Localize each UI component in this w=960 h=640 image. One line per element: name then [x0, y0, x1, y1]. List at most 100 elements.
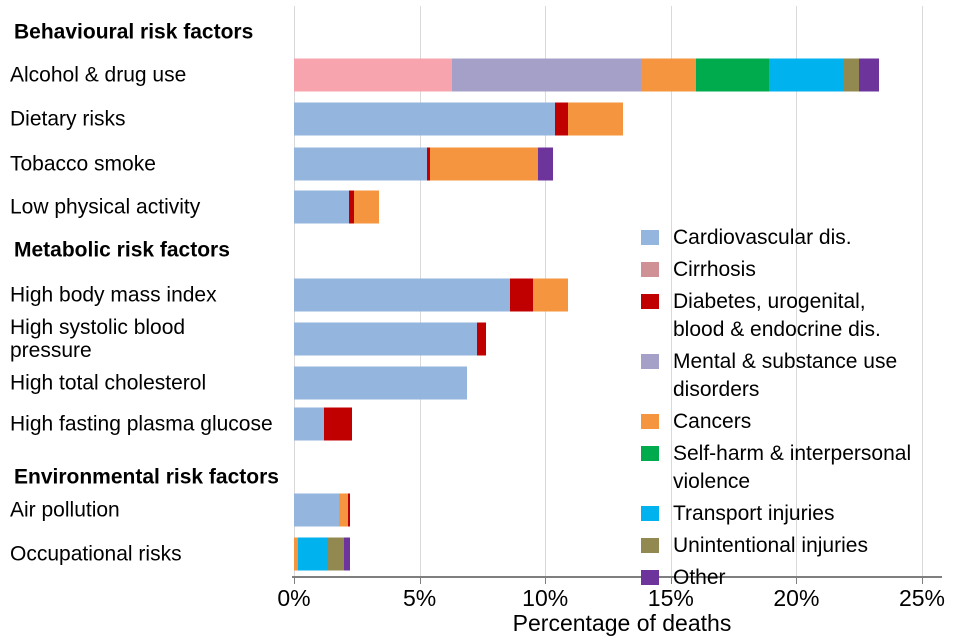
legend-label-other: Other: [673, 566, 726, 589]
legend-swatch-icon-unintentional: [641, 538, 659, 553]
segment-alcohol-drug-use-selfharm: [695, 58, 769, 91]
segment-high-body-mass-index-cancers: [532, 278, 568, 311]
legend-swatch-icon-cvd: [641, 230, 659, 245]
bar-low-physical-activity: [294, 190, 380, 223]
x-tick-label-5: 5%: [402, 585, 437, 611]
legend-label-transport: Transport injuries: [673, 502, 835, 525]
segment-tobacco-smoke-cvd: [294, 147, 428, 180]
segment-alcohol-drug-use-other: [859, 58, 880, 91]
segment-occupational-risks-unintentional: [327, 537, 345, 570]
row-label-low-physical-activity: Low physical activity: [10, 195, 201, 218]
segment-tobacco-smoke-diabetes: [427, 147, 430, 180]
row-label-high-body-mass-index: High body mass index: [10, 283, 217, 306]
bar-dietary-risks: [294, 102, 624, 136]
segment-high-body-mass-index-cvd: [294, 278, 511, 311]
segment-high-total-cholesterol-cvd: [294, 366, 468, 399]
segment-high-body-mass-index-diabetes: [510, 278, 533, 311]
legend-item-selfharm: Self-harm & interpersonal violence: [641, 440, 911, 496]
x-tick-label-20: 20%: [773, 585, 820, 611]
legend-label-cancers: Cancers: [673, 410, 752, 433]
segment-occupational-risks-transport: [297, 537, 328, 570]
x-tick-label-0: 0%: [277, 585, 311, 611]
row-label-high-fasting-plasma-glucose: High fasting plasma glucose: [10, 412, 273, 435]
legend-label-cvd: Cardiovascular dis.: [673, 226, 852, 249]
bar-high-body-mass-index: [294, 278, 568, 311]
segment-high-fasting-plasma-glucose-diabetes: [324, 407, 352, 440]
legend-label-unintentional: Unintentional injuries: [673, 534, 868, 557]
legend-swatch-icon-other: [641, 570, 659, 585]
row-label-high-systolic-blood-pressure: High systolic blood pressure: [10, 315, 186, 362]
x-tick-label-15: 15%: [647, 585, 694, 611]
bar-air-pollution: [294, 493, 351, 527]
x-tick-10: [545, 578, 547, 584]
x-tick-25: [922, 578, 923, 584]
legend-label-cirrhosis: Cirrhosis: [673, 258, 756, 281]
gridline-20: [796, 6, 798, 576]
x-tick-0: [294, 578, 295, 584]
legend-item-unintentional: Unintentional injuries: [641, 532, 911, 560]
segment-alcohol-drug-use-cancers: [640, 58, 696, 91]
x-tick-15: [670, 578, 672, 584]
x-tick-20: [796, 578, 798, 584]
x-axis-line: [292, 576, 942, 578]
segment-low-physical-activity-cvd: [294, 190, 350, 223]
gridline-25: [922, 6, 923, 576]
group-header-environmental-risk-factors: Environmental risk factors: [14, 465, 279, 489]
row-label-occupational-risks: Occupational risks: [10, 542, 182, 565]
row-label-high-total-cholesterol: High total cholesterol: [10, 371, 207, 394]
segment-high-systolic-blood-pressure-cvd: [294, 322, 478, 355]
bar-tobacco-smoke: [294, 147, 553, 180]
bar-occupational-risks: [294, 537, 351, 570]
x-tick-5: [419, 578, 421, 584]
legend-item-cvd: Cardiovascular dis.: [641, 224, 911, 252]
row-label-tobacco-smoke: Tobacco smoke: [10, 152, 156, 175]
bar-alcohol-drug-use: [294, 58, 880, 91]
legend-label-diabetes: Diabetes, urogenital, blood & endocrine …: [673, 290, 881, 341]
legend: Cardiovascular dis. Cirrhosis Diabetes, ur…: [641, 224, 911, 596]
segment-occupational-risks-cancers: [294, 537, 298, 570]
legend-item-diabetes: Diabetes, urogenital, blood & endocrine …: [641, 288, 911, 344]
legend-item-transport: Transport injuries: [641, 500, 911, 528]
bar-high-systolic-blood-pressure: [294, 322, 487, 355]
legend-item-other: Other: [641, 564, 911, 592]
segment-air-pollution-cancers: [339, 493, 348, 527]
bar-high-fasting-plasma-glucose: [294, 407, 352, 440]
legend-item-mental: Mental & substance use disorders: [641, 348, 911, 404]
segment-alcohol-drug-use-unintentional: [844, 58, 860, 91]
segment-tobacco-smoke-cancers: [429, 147, 538, 180]
legend-item-cirrhosis: Cirrhosis: [641, 256, 911, 284]
row-label-dietary-risks: Dietary risks: [10, 107, 126, 131]
legend-swatch-icon-cirrhosis: [641, 262, 659, 277]
segment-alcohol-drug-use-cirrhosis: [294, 58, 453, 91]
segment-alcohol-drug-use-transport: [768, 58, 845, 91]
legend-swatch-icon-mental: [641, 354, 659, 369]
segment-occupational-risks-other: [344, 537, 351, 570]
legend-swatch-icon-transport: [641, 506, 659, 521]
x-axis-title: Percentage of deaths: [512, 610, 732, 636]
legend-item-cancers: Cancers: [641, 408, 911, 436]
segment-low-physical-activity-diabetes: [349, 190, 355, 223]
row-label-alcohol-drug-use: Alcohol & drug use: [10, 63, 187, 86]
group-header-behavioural-risk-factors: Behavioural risk factors: [14, 20, 254, 44]
segment-high-systolic-blood-pressure-diabetes: [477, 322, 487, 355]
segment-dietary-risks-cancers: [567, 102, 624, 136]
row-label-air-pollution: Air pollution: [10, 498, 120, 522]
x-tick-label-25: 25%: [898, 585, 946, 611]
legend-label-mental: Mental & substance use disorders: [673, 350, 898, 401]
legend-label-selfharm: Self-harm & interpersonal violence: [673, 442, 912, 493]
segment-air-pollution-cvd: [294, 493, 340, 527]
segment-dietary-risks-diabetes: [555, 102, 568, 136]
group-header-metabolic-risk-factors: Metabolic risk factors: [14, 238, 230, 262]
segment-tobacco-smoke-other: [537, 147, 553, 180]
bar-high-total-cholesterol: [294, 366, 468, 399]
segment-low-physical-activity-cancers: [354, 190, 380, 223]
legend-swatch-icon-cancers: [641, 414, 659, 429]
segment-air-pollution-diabetes: [347, 493, 351, 527]
legend-swatch-icon-selfharm: [641, 446, 659, 461]
segment-high-fasting-plasma-glucose-cvd: [294, 407, 325, 440]
gridline-15: [670, 6, 672, 576]
segment-dietary-risks-cvd: [294, 102, 556, 136]
x-tick-label-10: 10%: [522, 585, 569, 611]
legend-swatch-icon-diabetes: [641, 294, 659, 309]
